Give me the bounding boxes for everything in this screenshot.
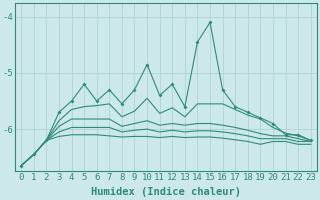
X-axis label: Humidex (Indice chaleur): Humidex (Indice chaleur) [91,187,241,197]
